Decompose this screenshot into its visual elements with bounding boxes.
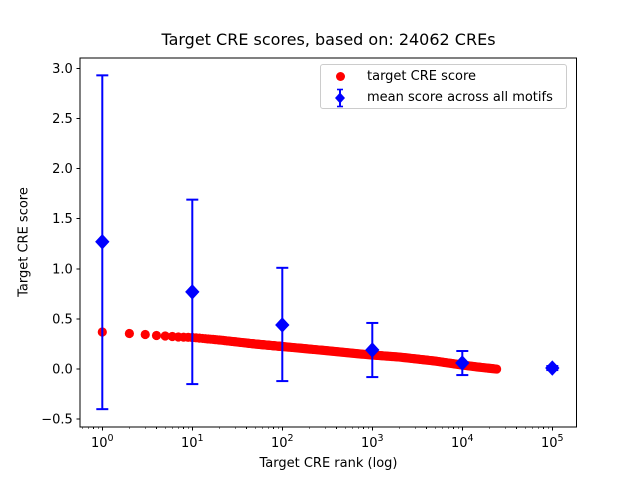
red-circle-marker-icon — [331, 72, 349, 81]
y-tick-label: −0.5 — [41, 413, 73, 428]
y-tick-label: 1.5 — [52, 212, 73, 227]
plot-border — [79, 57, 578, 428]
legend: target CRE score mean score across all m… — [320, 64, 567, 109]
x-tick-label: 100 — [91, 433, 114, 451]
y-axis-label: Target CRE score — [16, 187, 32, 297]
blue-diamond-marker — [455, 355, 470, 371]
blue-diamond-marker — [365, 342, 380, 358]
legend-item-mean-score: mean score across all motifs — [321, 87, 566, 108]
x-tick-label: 102 — [271, 433, 294, 451]
y-tick-label: 0.5 — [52, 312, 73, 327]
blue-series-mean-scores — [95, 74, 560, 411]
chart-title: Target CRE scores, based on: 24062 CREs — [161, 30, 496, 49]
legend-item-target-cre-score: target CRE score — [321, 66, 566, 87]
y-tick-label: 1.0 — [52, 262, 73, 277]
y-tick-label: 2.0 — [52, 162, 73, 177]
blue-diamond-marker — [95, 234, 110, 250]
x-axis-ticks: 100 101 102 103 104 105 — [81, 426, 564, 451]
blue-diamond-errorbar-marker-icon — [331, 88, 349, 108]
red-circle-icon — [335, 72, 345, 81]
red-series-target-cre-scores — [97, 327, 502, 374]
blue-diamond-marker — [545, 360, 560, 376]
legend-item-label: target CRE score — [367, 69, 477, 84]
x-tick-label: 101 — [181, 433, 204, 451]
y-axis-ticks: 3.0 2.5 2.0 1.5 1.0 0.5 0.0 −0.5 — [41, 62, 80, 428]
x-tick-label: 105 — [541, 433, 564, 451]
x-tick-label: 104 — [451, 433, 474, 451]
x-axis-label: Target CRE rank (log) — [259, 456, 398, 471]
blue-diamond-marker — [185, 284, 200, 300]
blue-diamond-marker — [275, 317, 290, 333]
y-tick-label: 2.5 — [52, 112, 73, 127]
legend-item-label: mean score across all motifs — [367, 90, 553, 105]
y-tick-label: 0.0 — [52, 363, 73, 378]
y-tick-label: 3.0 — [52, 62, 73, 77]
x-tick-label: 103 — [361, 433, 384, 451]
blue-diamond-icon — [335, 88, 345, 107]
